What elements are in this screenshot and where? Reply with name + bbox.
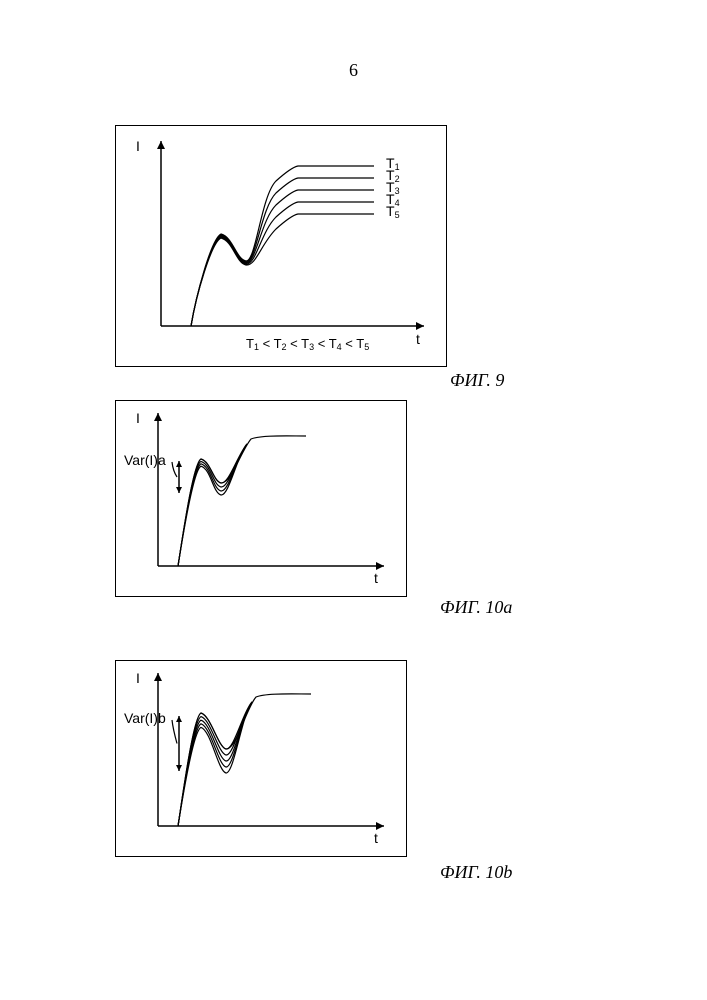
figure-9-caption: ФИГ. 9	[450, 370, 504, 391]
figure-10b-box: It Var(I)b	[115, 660, 407, 857]
svg-text:Var(I)a: Var(I)a	[124, 452, 166, 468]
svg-text:t: t	[416, 331, 420, 347]
figure-9-box: ItT1 < T2 < T3 < T4 < T5T1T2T3T4T5	[115, 125, 447, 367]
svg-text:I: I	[136, 410, 140, 426]
figure-10b-svg: It Var(I)b	[116, 661, 406, 856]
figure-10a-svg: It Var(I)a	[116, 401, 406, 596]
svg-text:t: t	[374, 570, 378, 586]
svg-text:I: I	[136, 670, 140, 686]
svg-text:t: t	[374, 830, 378, 846]
svg-text:Var(I)b: Var(I)b	[124, 710, 166, 726]
figure-10a-caption: ФИГ. 10a	[440, 597, 512, 618]
figure-10b-caption: ФИГ. 10b	[440, 862, 512, 883]
figure-10a-box: It Var(I)a	[115, 400, 407, 597]
page-number: 6	[0, 60, 707, 81]
svg-text:I: I	[136, 138, 140, 154]
svg-text:T1 < T2 < T3 < T4 < T5: T1 < T2 < T3 < T4 < T5	[246, 336, 369, 352]
figure-9-svg: ItT1 < T2 < T3 < T4 < T5T1T2T3T4T5	[116, 126, 446, 366]
